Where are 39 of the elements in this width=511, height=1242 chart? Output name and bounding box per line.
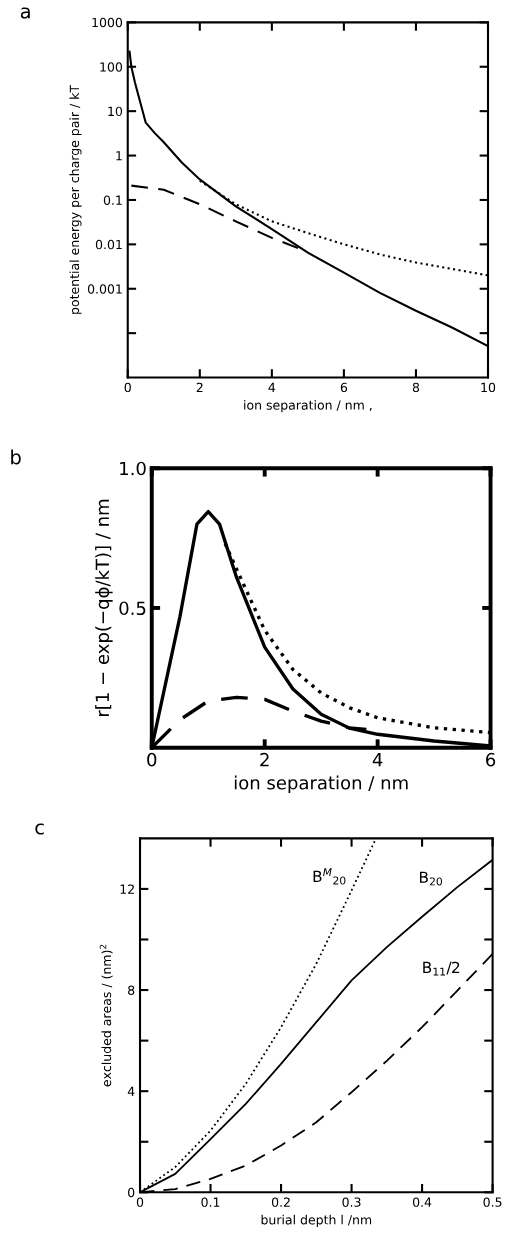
- y-axis-title: r[1 − exp(−qϕ/kT)] / nm: [95, 499, 113, 716]
- y-tick-label: 4: [127, 1086, 135, 1096]
- y-tick-label: 0: [128, 1187, 135, 1198]
- series-label: B$^{M}$$_{20}$: [313, 868, 346, 885]
- y-tick-label: 1: [116, 151, 122, 161]
- x-tick-label: 0.2: [271, 1197, 290, 1207]
- y-tick-label: 0.01: [95, 239, 122, 250]
- x-tick-label: 0.1: [201, 1197, 220, 1207]
- x-tick-label: 2: [196, 382, 203, 392]
- y-tick-label: 8: [128, 985, 135, 995]
- series-label: B$_{20}$: [419, 871, 443, 886]
- x-tick-label: 0: [147, 752, 157, 767]
- y-tick-label: 0.5: [119, 601, 146, 616]
- y-tick-label: 0.001: [87, 284, 122, 294]
- y-tick-label: 1000: [92, 17, 123, 28]
- x-tick-label: 0.5: [483, 1197, 502, 1207]
- y-tick-label: 12: [120, 884, 134, 894]
- series-label: B$_{11}$/2: [423, 961, 460, 976]
- x-axis-title: burial depth l /nm: [261, 1214, 372, 1227]
- x-tick-label: 8: [412, 382, 420, 393]
- y-tick-label: 10: [108, 106, 123, 117]
- x-tick-label: 6: [340, 382, 348, 393]
- chart-title: a: [20, 7, 30, 19]
- y-tick-label: 1.0: [120, 461, 146, 476]
- x-axis-title: ion separation / nm: [234, 775, 408, 794]
- chart-title: b: [11, 449, 21, 465]
- x-tick-label: 0.3: [342, 1197, 361, 1207]
- y-axis-title: excluded areas / (nm)$^{2}$: [99, 944, 113, 1087]
- x-tick-label: 4: [372, 753, 383, 767]
- x-tick-label: 2: [260, 752, 269, 767]
- y-tick-label: 0.1: [103, 195, 122, 205]
- x-tick-label: 0.4: [412, 1197, 432, 1207]
- x-axis-title: ion separation / nm ,: [244, 400, 372, 413]
- y-tick-label: 100: [100, 62, 123, 72]
- y-axis-title: potential energy per charge pair / kT: [69, 84, 82, 314]
- x-tick-label: 10: [481, 382, 496, 393]
- x-tick-label: 4: [268, 382, 276, 392]
- chart-title: c: [35, 823, 44, 835]
- x-tick-label: 6: [486, 752, 496, 767]
